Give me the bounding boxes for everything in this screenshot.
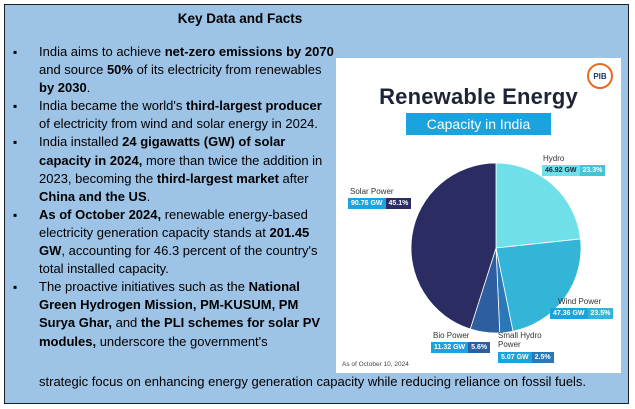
bullet-bold-text: 24 gigawatts (GW) of solar capacity in 2… [39, 134, 286, 168]
label-wind: Wind Power [558, 297, 602, 306]
tag-solar: 90.76 GW 45.1% [348, 198, 412, 209]
label-bio: Bio Power [433, 331, 470, 340]
bullet-icon: ▪ [13, 99, 18, 114]
bullet-text: The proactive initiatives such as the [39, 279, 249, 295]
infographic-footnote: As of October 10, 2024 [342, 361, 409, 368]
infographic-subtitle: Capacity in India [406, 113, 551, 135]
bullet-bold-text: 50% [106, 62, 133, 78]
bullet-icon: ▪ [13, 135, 18, 150]
tag-hydro-pct: 23.3% [579, 165, 606, 176]
key-facts-panel: Key Data and Facts ▪ India aims to achiev… [4, 4, 629, 404]
tag-hydro-gw: 46.92 GW [542, 165, 580, 176]
pie-slice-wind-power [495, 238, 582, 332]
bullet-bold-text: China and the US [39, 188, 147, 204]
tag-bio-pct: 5.6% [468, 342, 491, 353]
tag-solar-pct: 45.1% [385, 198, 412, 209]
bullet-text: , accounting for 46.3 percent of the cou… [39, 243, 318, 277]
bullet-bold-text: 201.45 GW [39, 224, 310, 259]
bullet-list: ▪ India aims to achieve net-zero emission… [5, 43, 335, 351]
bullet-text: and [111, 315, 141, 331]
tag-wind-pct: 23.5% [587, 308, 614, 319]
pie-slice-hydro [495, 162, 581, 249]
tag-wind: 47.36 GW 23.5% [550, 308, 614, 319]
bullet-bold-text: third-largest producer [186, 98, 322, 114]
bullet-item: ▪ As of October 2024, renewable energy-ba… [5, 206, 335, 278]
tag-hydro: 46.92 GW 23.3% [542, 165, 606, 176]
bullet-text: India became the world's [39, 98, 187, 114]
bullet-item: ▪ India aims to achieve net-zero emission… [5, 43, 335, 97]
panel-heading: Key Data and Facts [177, 11, 303, 26]
bullet-text: India installed [39, 134, 123, 150]
bullet-icon: ▪ [13, 280, 18, 295]
bullet-icon: ▪ [13, 45, 18, 59]
bullet-bold-text: third-largest market [156, 170, 279, 186]
tag-wind-gw: 47.36 GW [550, 308, 588, 319]
bullet-text: after [278, 170, 309, 186]
renewable-energy-infographic: PIB Renewable Energy Capacity in India H… [336, 58, 621, 373]
tag-bio: 11.32 GW 5.6% [431, 342, 491, 353]
bullet-text: . [86, 80, 91, 96]
infographic-title: Renewable Energy [379, 84, 578, 109]
tag-bio-gw: 11.32 GW [431, 342, 469, 353]
tag-solar-gw: 90.76 GW [348, 198, 386, 209]
tag-small-hydro-gw: 5.07 GW [498, 352, 532, 363]
bullet-bold-text: the PLI schemes for solar PV modules, [39, 315, 321, 349]
pie-slice-solar-power [410, 162, 497, 330]
label-hydro: Hydro [543, 154, 565, 163]
tag-small-hydro-pct: 2.5% [531, 352, 554, 363]
bullet-text: of its electricity from renewables [132, 62, 322, 78]
bullet-text: of electricity from wind and solar energ… [39, 116, 318, 132]
bullet-item: ▪ India became the world's third-largest … [5, 97, 335, 133]
bullet-text: underscore the government's [96, 333, 268, 349]
bullet-bold-text: net-zero emissions by 2070 [164, 44, 334, 59]
bullet-bold-text: by 2030 [39, 80, 87, 96]
bullet-item: ▪ The proactive initiatives such as the … [5, 278, 335, 350]
label-small-hydro: Small Hydro Power [498, 331, 542, 349]
pib-logo: PIB [587, 63, 613, 89]
pie-chart [410, 162, 582, 334]
bullet-text: and source [39, 62, 107, 78]
bullet-icon: ▪ [13, 207, 18, 222]
tag-small-hydro: 5.07 GW 2.5% [498, 352, 554, 363]
bullet-text: renewable energy-based electricity gener… [39, 206, 308, 240]
bullet-text: India aims to achieve [39, 44, 165, 59]
bullet-bold-text: As of October 2024, [39, 206, 162, 222]
bullet-text: . [146, 188, 151, 204]
bullet-bold-text: National Green Hydrogen Mission, PM-KUSU… [39, 279, 300, 331]
bullet-continuation-text: strategic focus on enhancing energy gene… [39, 374, 587, 389]
label-solar: Solar Power [350, 187, 394, 196]
bullet-text: more than twice the addition in 2023, be… [39, 152, 323, 186]
bullet-item: ▪ India installed 24 gigawatts (GW) of so… [5, 133, 335, 205]
